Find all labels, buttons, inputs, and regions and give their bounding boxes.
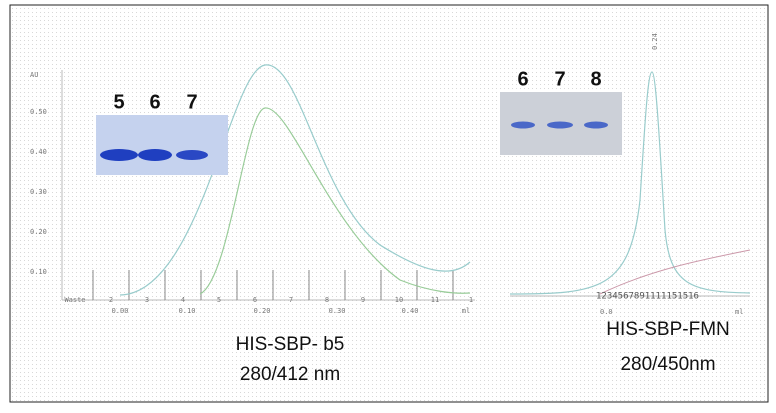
x-tick-label: 0.10: [179, 307, 196, 315]
fraction-label: 6: [253, 296, 257, 304]
lane-number: 7: [554, 68, 565, 90]
y-axis-label: AU: [30, 71, 38, 79]
fraction-label: 1: [469, 296, 473, 304]
y-tick-label: 0.50: [30, 108, 47, 116]
gel-band: [584, 122, 608, 129]
fraction-label: 8: [325, 296, 329, 304]
x-tick-label: 0.40: [402, 307, 419, 315]
lane-number: 6: [517, 68, 528, 90]
fraction-label: 5: [217, 296, 221, 304]
lane-number: 7: [186, 91, 197, 113]
x-tick-label: ml: [735, 308, 743, 316]
caption: 280/412 nm: [240, 364, 340, 385]
x-tick-label: 0.0: [600, 308, 613, 316]
y-tick-label: 0.30: [30, 188, 47, 196]
gel-band: [176, 150, 208, 160]
y-tick-label: 0.40: [30, 148, 47, 156]
gel-image: [96, 115, 228, 175]
fraction-label: 7: [289, 296, 293, 304]
fraction-label: 11: [431, 296, 439, 304]
fraction-label: 2: [109, 296, 113, 304]
x-tick-label: 0.30: [329, 307, 346, 315]
fraction-label: 3: [145, 296, 149, 304]
fraction-label: 9: [361, 296, 365, 304]
gel-band: [138, 149, 172, 161]
peak-label: 0.24: [651, 33, 659, 50]
fraction-label: Waste: [64, 296, 85, 304]
lane-number: 8: [590, 68, 601, 90]
frame: [10, 5, 768, 402]
figure: AU 0.50 0.40 0.30 0.20 0.10 0.00 0.10 0.20 0.30 0…: [0, 0, 776, 408]
x-tick-label: 0.00: [112, 307, 129, 315]
caption: HIS-SBP- b5: [236, 334, 345, 355]
caption: HIS-SBP-FMN: [606, 319, 730, 340]
y-tick-label: 0.20: [30, 228, 47, 236]
gel-band: [511, 122, 535, 129]
fraction-label: 10: [395, 296, 403, 304]
y-tick-label: 0.10: [30, 268, 47, 276]
caption: 280/450nm: [620, 354, 715, 375]
fraction-label: 4: [181, 296, 185, 304]
gel-band: [100, 149, 138, 161]
fraction-numbers: 1234567891111151516: [596, 292, 699, 302]
gel-band: [547, 122, 573, 129]
lane-number: 5: [113, 91, 124, 113]
x-tick-label: 0.20: [254, 307, 271, 315]
lane-number: 6: [149, 91, 160, 113]
x-tick-label: ml: [462, 307, 470, 315]
